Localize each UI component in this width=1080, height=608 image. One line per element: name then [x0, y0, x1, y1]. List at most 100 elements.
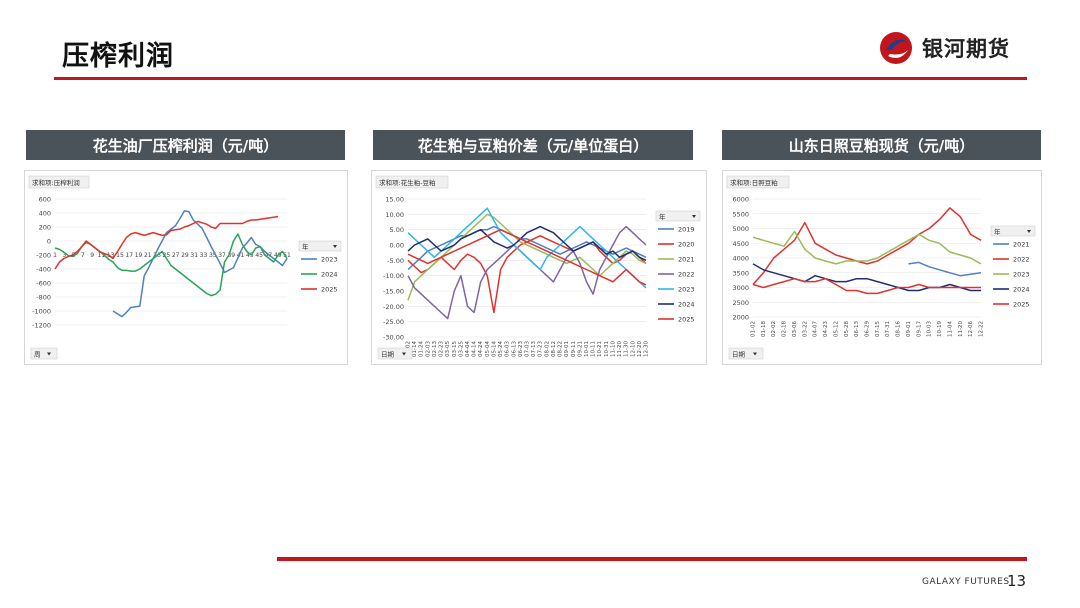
x-tick-label: 06-29 [865, 321, 871, 337]
field-label: 求和项:花生粕-豆粕 [379, 178, 436, 187]
x-tick-label: 37 [218, 252, 226, 259]
series-line-2023 [112, 210, 288, 318]
legend-label: 2021 [678, 256, 695, 264]
chart-panel-crush-margin: 求和项:压榨利润 600 400 200 0 -200 -400 -600 -800 -1000 -… [24, 170, 348, 365]
x-tick-label: 11 [98, 252, 106, 259]
meal-spread-chart: 求和项:花生粕-豆粕 15.00 10.00 5.00 0.00 -5.00 -10.00 -… [375, 175, 701, 360]
x-tick-label: 02-03 [425, 341, 431, 357]
y-tick-label: -30.00 [383, 334, 404, 342]
x-tick-label: 01-14 [412, 341, 418, 357]
filter-button-box [377, 347, 413, 360]
x-tick-label: 08-02 [544, 341, 550, 357]
x-tick-label: 02-13 [432, 341, 438, 357]
legend-label: 2023 [321, 256, 338, 264]
series-line-2025 [752, 277, 981, 295]
x-tick-label: 12-10 [630, 341, 636, 357]
series-line-2024 [407, 225, 647, 261]
y-tick-label: 4000 [732, 255, 749, 263]
legend-header-box [990, 225, 1036, 237]
y-tick-label: 200 [39, 224, 51, 232]
filter-button-label: 日期 [381, 351, 395, 359]
legend-label: 2022 [678, 271, 695, 279]
filter-button-box [30, 347, 58, 360]
x-tick-label: 21 [144, 252, 152, 259]
x-tick-label: 06-13 [854, 321, 860, 337]
x-tick-label: 10-03 [927, 321, 933, 337]
x-tick-label: 03-22 [802, 321, 808, 337]
x-tick-label: 51 [283, 252, 291, 259]
x-tick-label: 01-18 [761, 321, 767, 337]
y-tick-label: -600 [36, 280, 51, 288]
legend-title: 年 [302, 242, 309, 251]
x-tick-label: 08-12 [551, 341, 557, 357]
x-tick-label: 15 [116, 252, 124, 259]
series-line-2025 [407, 228, 647, 286]
y-tick-label: -1200 [32, 322, 51, 330]
x-tick-label: 39 [227, 252, 235, 259]
x-tick-label: 04-24 [478, 341, 484, 357]
legend-label: 2024 [321, 271, 338, 279]
y-tick-label: -25.00 [383, 318, 404, 326]
x-tick-label: 02-02 [771, 321, 777, 337]
x-tick-label: 45 [255, 252, 263, 259]
x-tick-label: 07-15 [875, 321, 881, 337]
field-label: 求和项:日照豆粕 [730, 178, 778, 187]
x-tick-label: 25 [163, 252, 171, 259]
legend-label: 2024 [678, 301, 695, 309]
filter-button-label: 日期 [732, 351, 746, 359]
crush-margin-chart: 求和项:压榨利润 600 400 200 0 -200 -400 -600 -800 -1000 -… [28, 175, 342, 360]
y-tick-label: 3500 [732, 269, 749, 277]
x-tick-label: 02-23 [439, 341, 445, 357]
x-tick-label: 07-23 [538, 341, 544, 357]
x-tick-label: 07-13 [531, 341, 537, 357]
y-tick-label: -400 [36, 266, 51, 274]
y-tick-label: -10.00 [383, 272, 404, 280]
x-tick-label: 05-04 [485, 341, 491, 357]
bottom-divider [277, 557, 1027, 561]
x-tick-label: 10-11 [591, 341, 597, 357]
panel-title-3: 山东日照豆粕现货（元/吨） [722, 130, 1041, 160]
x-tick-label: 11-30 [624, 341, 630, 357]
x-tick-label: 11-20 [958, 321, 964, 337]
field-label-box [726, 175, 790, 189]
x-tick-label: 09-01 [564, 341, 570, 357]
y-tick-label: -20.00 [383, 303, 404, 311]
x-tick-label: 01-02 [751, 321, 757, 337]
panel-title-1: 花生油厂压榨利润（元/吨） [26, 130, 345, 160]
legend-label: 2019 [678, 226, 695, 234]
slide-title: 压榨利润 [62, 41, 174, 72]
legend-label: 2022 [1013, 256, 1030, 264]
legend-title: 年 [994, 227, 1001, 236]
x-tick-label: 11-10 [610, 341, 616, 357]
x-tick-label: 04-14 [472, 341, 478, 357]
y-tick-label: 5500 [732, 210, 749, 218]
legend-title: 年 [659, 212, 666, 221]
filter-button-box [728, 347, 764, 360]
legend-label: 2025 [678, 316, 695, 324]
x-tick-label: 11-20 [617, 341, 623, 357]
x-tick-label: 12-06 [968, 321, 974, 337]
legend-label: 2025 [1013, 301, 1030, 309]
x-tick-label: 06-03 [505, 341, 511, 357]
filter-dropdown-icon [402, 352, 406, 356]
x-tick-label: 27 [172, 252, 180, 259]
filter-dropdown-icon [753, 352, 757, 356]
x-tick-label: 10-21 [597, 341, 603, 357]
y-tick-label: 400 [39, 210, 51, 218]
y-tick-label: 10.00 [385, 211, 404, 219]
chart-panel-meal-spread: 求和项:花生粕-豆粕 15.00 10.00 5.00 0.00 -5.00 -10.00 -… [371, 170, 707, 365]
x-tick-label: 47 [265, 252, 273, 259]
x-tick-label: 09-21 [577, 341, 583, 357]
x-tick-label: 12-20 [637, 341, 643, 357]
series-line-2023 [752, 230, 982, 265]
y-tick-label: 2000 [732, 314, 749, 322]
x-tick-label: 11-04 [947, 321, 953, 337]
series-line-2022 [752, 207, 982, 285]
y-tick-label: -800 [36, 294, 51, 302]
y-tick-label: 5000 [732, 225, 749, 233]
x-tick-label: 17 [125, 252, 133, 259]
page-number: 13 [1007, 572, 1027, 590]
legend-header-box [655, 210, 701, 222]
legend-label: 2025 [321, 286, 338, 294]
legend-dropdown-icon [1027, 230, 1031, 233]
